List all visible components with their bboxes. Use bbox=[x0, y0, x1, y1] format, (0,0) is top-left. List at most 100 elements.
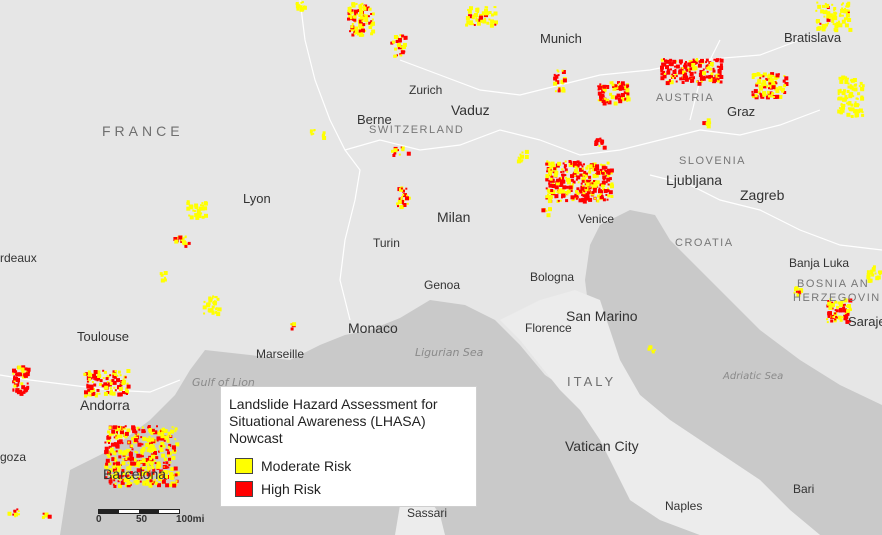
hazard-cell bbox=[126, 384, 131, 389]
hazard-cell bbox=[842, 304, 845, 307]
hazard-cell bbox=[484, 6, 487, 9]
hazard-cell bbox=[751, 76, 755, 79]
hazard-cell bbox=[126, 369, 131, 373]
hazard-cell bbox=[626, 92, 630, 96]
hazard-cell bbox=[213, 300, 216, 303]
hazard-cell bbox=[580, 186, 585, 191]
hazard-cell bbox=[556, 191, 559, 194]
hazard-cell bbox=[606, 161, 610, 165]
hazard-cell bbox=[174, 438, 177, 441]
country-label-bosnia-1: BOSNIA AN bbox=[797, 278, 870, 290]
country-label-slovenia: SLOVENIA bbox=[679, 155, 747, 167]
hazard-cell bbox=[210, 308, 214, 312]
hazard-cell bbox=[113, 485, 117, 488]
hazard-cell bbox=[140, 477, 143, 479]
hazard-cell bbox=[851, 87, 855, 91]
hazard-cell bbox=[113, 450, 115, 453]
hazard-cell bbox=[154, 478, 157, 481]
hazard-cell bbox=[616, 85, 621, 90]
hazard-cell bbox=[564, 174, 567, 177]
hazard-cell bbox=[678, 70, 683, 75]
hazard-cell bbox=[130, 456, 134, 461]
hazard-cell bbox=[599, 168, 603, 172]
city-label-banja-luka: Banja Luka bbox=[789, 256, 850, 270]
hazard-cell bbox=[827, 301, 832, 306]
hazard-cell bbox=[114, 370, 117, 373]
hazard-cell bbox=[588, 164, 593, 169]
hazard-cell bbox=[399, 34, 402, 37]
hazard-cell bbox=[758, 86, 761, 89]
hazard-cell bbox=[624, 97, 627, 100]
city-label-munich: Munich bbox=[540, 31, 582, 46]
hazard-cell bbox=[777, 73, 780, 76]
hazard-cell bbox=[601, 171, 605, 175]
hazard-cell bbox=[106, 439, 110, 443]
hazard-cell bbox=[86, 394, 89, 397]
hazard-cell bbox=[820, 9, 825, 14]
hazard-cell bbox=[586, 165, 589, 167]
hazard-cell bbox=[706, 124, 711, 129]
hazard-cell bbox=[122, 391, 125, 394]
hazard-cell bbox=[672, 75, 675, 77]
city-label-zaragoza: goza bbox=[0, 450, 27, 464]
hazard-cell bbox=[351, 11, 354, 14]
hazard-cell bbox=[103, 382, 108, 387]
hazard-cell bbox=[147, 425, 151, 428]
hazard-cell bbox=[105, 462, 109, 466]
hazard-cell bbox=[779, 88, 782, 91]
hazard-cell bbox=[575, 197, 578, 200]
hazard-cell bbox=[21, 370, 25, 374]
hazard-cell bbox=[401, 146, 405, 150]
hazard-cell bbox=[134, 430, 138, 434]
hazard-cell bbox=[312, 132, 315, 135]
hazard-cell bbox=[709, 67, 713, 71]
hazard-cell bbox=[206, 302, 211, 307]
hazard-cell bbox=[565, 199, 569, 203]
hazard-cell bbox=[145, 481, 150, 486]
hazard-cell bbox=[164, 435, 169, 440]
hazard-cell bbox=[708, 75, 712, 79]
hazard-cell bbox=[131, 448, 134, 451]
hazard-cell bbox=[715, 59, 719, 63]
hazard-cell bbox=[126, 393, 128, 395]
hazard-cell bbox=[350, 27, 355, 32]
hazard-cell bbox=[186, 201, 190, 205]
hazard-cell bbox=[757, 78, 761, 82]
hazard-cell bbox=[474, 15, 477, 18]
hazard-cell bbox=[87, 370, 91, 374]
hazard-cell bbox=[107, 471, 112, 476]
hazard-cell bbox=[114, 464, 118, 468]
hazard-cell bbox=[393, 148, 398, 153]
hazard-cell bbox=[617, 81, 620, 85]
hazard-cell bbox=[606, 168, 611, 173]
hazard-cell bbox=[849, 84, 852, 87]
hazard-cell bbox=[855, 97, 858, 100]
hazard-cell bbox=[561, 168, 564, 171]
hazard-cell bbox=[184, 244, 188, 248]
hazard-cell bbox=[551, 169, 554, 172]
hazard-cell bbox=[670, 75, 673, 78]
hazard-cell bbox=[846, 5, 849, 8]
hazard-cell bbox=[403, 193, 407, 198]
hazard-cell bbox=[121, 461, 126, 466]
hazard-cell bbox=[484, 8, 488, 13]
hazard-cell bbox=[295, 2, 298, 5]
hazard-cell bbox=[583, 163, 585, 166]
hazard-cell bbox=[405, 187, 408, 190]
city-label-zurich: Zurich bbox=[409, 83, 443, 97]
hazard-cell bbox=[475, 18, 479, 22]
hazard-cell bbox=[754, 94, 758, 98]
hazard-cell bbox=[139, 480, 142, 483]
hazard-cell bbox=[175, 442, 180, 447]
hazard-cell bbox=[768, 87, 770, 90]
hazard-cell bbox=[364, 14, 368, 19]
hazard-cell bbox=[846, 90, 850, 93]
hazard-cell bbox=[762, 91, 766, 96]
hazard-cell bbox=[705, 64, 708, 67]
legend-item-moderate: Moderate Risk bbox=[235, 458, 351, 474]
hazard-cell bbox=[104, 464, 109, 469]
hazard-cell bbox=[406, 151, 411, 156]
hazard-cell bbox=[113, 479, 116, 482]
hazard-cell bbox=[762, 75, 765, 78]
